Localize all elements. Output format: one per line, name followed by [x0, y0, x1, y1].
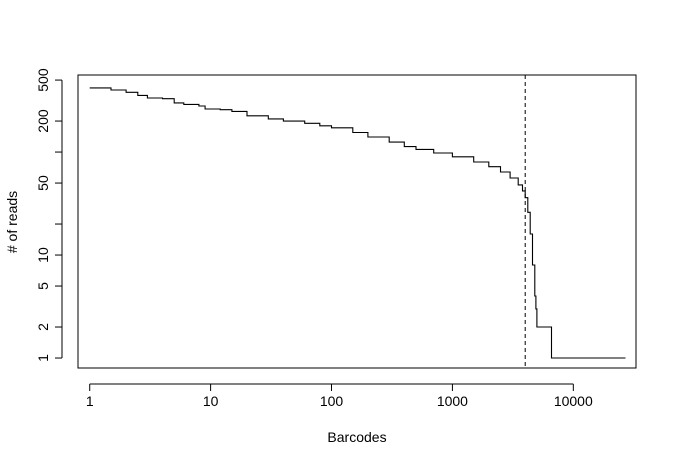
y-tick-label: 2 [35, 323, 51, 331]
y-axis-title: # of reads [4, 191, 20, 253]
x-tick-label: 1 [86, 393, 94, 409]
x-axis: 1 10 100 1000 10000 [86, 383, 593, 409]
y-tick-label: 500 [35, 68, 51, 92]
y-tick-label: 10 [35, 247, 51, 263]
plot-frame [77, 74, 637, 369]
x-tick-label: 10 [203, 393, 219, 409]
series-layer [89, 87, 626, 359]
x-tick-label: 100 [320, 393, 344, 409]
y-tick-label: 1 [35, 354, 51, 362]
x-tick-label: 10000 [554, 393, 593, 409]
y-tick-label: 200 [35, 109, 51, 133]
y-tick-label: 5 [35, 282, 51, 290]
x-tick-label: 1000 [437, 393, 468, 409]
series-line [89, 87, 626, 359]
y-tick-label: 50 [35, 175, 51, 191]
x-axis-title: Barcodes [327, 429, 386, 445]
y-axis: 1 2 5 10 50 200 500 [35, 68, 63, 362]
